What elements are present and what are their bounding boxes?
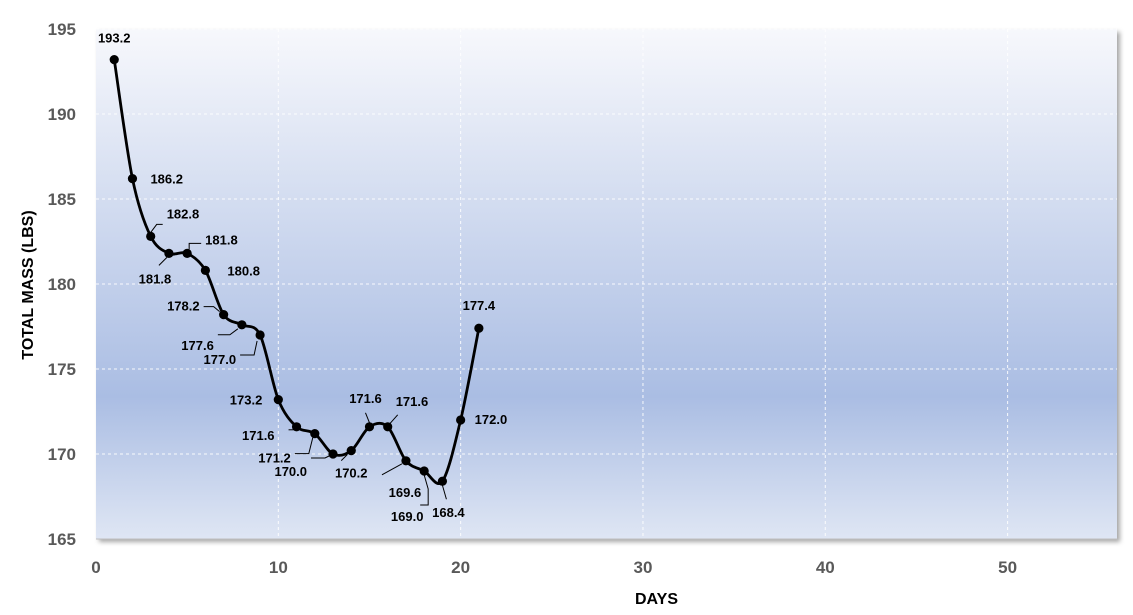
- label-leader-line: [340, 454, 348, 461]
- data-label: 169.6: [389, 485, 422, 500]
- label-leader-line: [240, 340, 258, 356]
- data-point: [291, 422, 302, 432]
- data-label: 171.6: [349, 391, 382, 406]
- data-label: 177.0: [204, 352, 237, 367]
- x-tick-label: 30: [634, 558, 653, 577]
- data-label: 181.8: [205, 232, 238, 247]
- data-point: [219, 310, 229, 320]
- data-label: 193.2: [98, 31, 131, 46]
- data-point: [310, 429, 320, 439]
- y-axis-title: TOTAL MASS (LBS): [20, 210, 37, 359]
- y-tick-label: 190: [48, 105, 76, 124]
- data-points: [109, 55, 484, 486]
- data-point: [255, 330, 265, 340]
- y-tick-label: 170: [48, 445, 76, 464]
- x-tick-label: 10: [269, 558, 288, 577]
- data-point: [364, 422, 375, 432]
- label-leader-line: [188, 242, 202, 250]
- data-label: 177.4: [463, 298, 496, 313]
- label-leader-line: [158, 257, 168, 266]
- label-leader-line: [294, 437, 314, 455]
- data-point: [164, 248, 174, 258]
- x-tick-label: 0: [91, 558, 100, 577]
- data-point: [237, 320, 247, 330]
- data-labels: 193.2 186.2 182.8 181.8 181.8 180.8 178.2 177.6…: [98, 31, 507, 524]
- data-point: [474, 323, 484, 333]
- tick-labels: 165 170 175 180 185 190 195 0 10 20 30 40 50: [48, 20, 1017, 577]
- data-point: [273, 395, 283, 405]
- y-tick-label: 185: [48, 190, 76, 209]
- data-label: 171.6: [396, 394, 429, 409]
- gridlines: [96, 28, 1117, 539]
- x-tick-label: 40: [816, 558, 835, 577]
- data-point: [109, 55, 119, 65]
- data-label: 182.8: [167, 206, 200, 221]
- data-point: [437, 476, 448, 486]
- data-label: 170.0: [274, 464, 307, 479]
- data-label: 170.2: [335, 466, 368, 481]
- data-label: 181.8: [139, 271, 172, 286]
- data-label: 186.2: [150, 172, 183, 187]
- label-leader-line: [311, 455, 330, 459]
- data-point: [401, 456, 411, 466]
- label-leader-line: [150, 223, 163, 233]
- data-point: [146, 231, 156, 241]
- data-point: [346, 446, 356, 456]
- data-point: [127, 174, 138, 184]
- label-leader-line: [441, 485, 447, 500]
- y-tick-label: 165: [48, 530, 76, 549]
- x-tick-label: 20: [451, 558, 470, 577]
- data-label: 178.2: [167, 299, 200, 314]
- data-label: 168.4: [432, 505, 465, 520]
- data-label: 171.6: [242, 428, 275, 443]
- label-leader-line: [389, 414, 399, 425]
- data-point: [419, 466, 429, 476]
- data-label: 180.8: [227, 263, 260, 278]
- data-point: [456, 415, 466, 425]
- x-axis-title: DAYS: [635, 591, 678, 608]
- data-label: 171.2: [258, 451, 291, 466]
- label-leader-line: [420, 474, 429, 506]
- y-tick-label: 175: [48, 360, 76, 379]
- data-label: 172.0: [475, 412, 508, 427]
- label-leaders: [150, 223, 447, 506]
- y-tick-label: 180: [48, 275, 76, 294]
- data-point: [200, 265, 210, 275]
- label-leader-line: [203, 306, 220, 312]
- data-point: [383, 422, 393, 432]
- data-point: [328, 449, 338, 459]
- data-label: 169.0: [391, 509, 424, 524]
- data-label: 173.2: [230, 393, 263, 408]
- label-leader-line: [217, 328, 239, 336]
- label-leader-line: [381, 463, 403, 476]
- y-tick-label: 195: [48, 20, 76, 39]
- label-leader-line: [365, 412, 370, 423]
- data-point: [182, 248, 192, 258]
- data-label: 177.6: [181, 338, 214, 353]
- x-tick-label: 50: [998, 558, 1017, 577]
